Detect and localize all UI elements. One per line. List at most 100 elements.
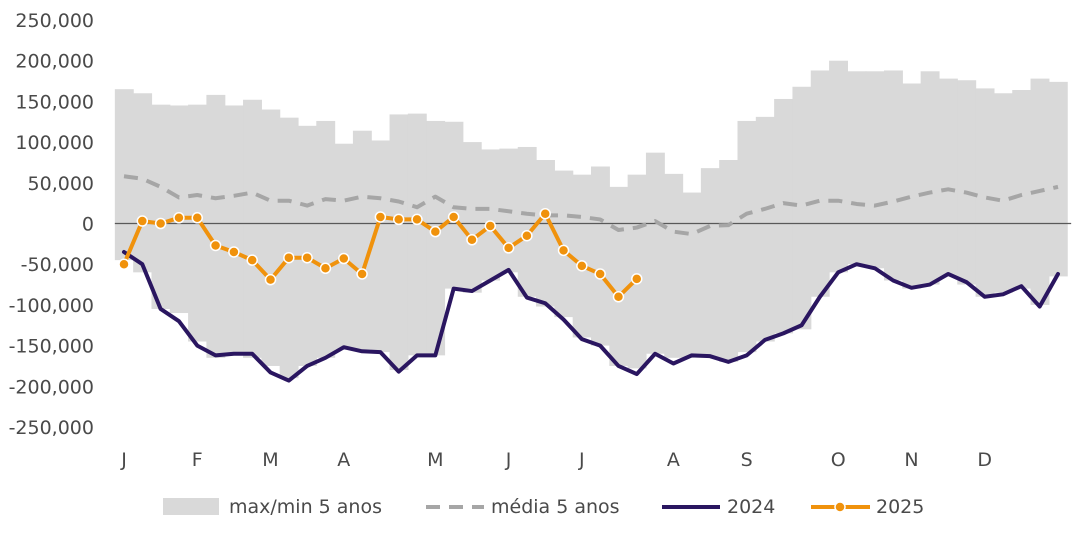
series-2025-point <box>374 211 387 223</box>
x-tick-label: D <box>977 449 992 471</box>
series-2025-point <box>466 234 478 246</box>
band-bar <box>957 80 977 285</box>
band-bar <box>884 70 903 281</box>
series-2025-point <box>319 262 332 275</box>
y-tick-label: 150,000 <box>15 91 94 113</box>
x-tick-label: N <box>904 449 918 471</box>
band-bar <box>572 174 592 338</box>
series-2025-point <box>283 251 295 264</box>
series-average-line <box>123 174 1059 237</box>
band-bar <box>847 71 867 265</box>
band-bar <box>755 116 775 342</box>
band-bar <box>481 149 501 281</box>
band-bar <box>554 170 574 318</box>
band-bar <box>1012 90 1032 289</box>
band-bar <box>719 160 739 362</box>
series-2025-point <box>631 273 643 285</box>
series-2025-point <box>356 268 368 280</box>
average-line-layer <box>123 174 1059 237</box>
series-2024-line <box>122 249 1060 383</box>
series-2025-point <box>209 239 222 252</box>
series-2025-point <box>411 213 423 226</box>
band-bar <box>316 120 336 358</box>
band-bar <box>792 86 812 330</box>
band-bar <box>993 93 1013 293</box>
band-bar <box>810 70 830 297</box>
band-bar <box>224 105 244 354</box>
band-bar <box>664 173 684 358</box>
band-bar <box>389 114 409 371</box>
legend: max/min 5 anos média 5 anos 2024 2025 <box>163 496 924 518</box>
series-2025-point <box>539 207 551 220</box>
band-bar <box>243 99 262 358</box>
band-bar <box>206 94 226 358</box>
x-tick-label: A <box>667 449 680 471</box>
y-tick-label: -200,000 <box>9 376 94 398</box>
series-2025-point <box>338 252 350 265</box>
series-2025-point <box>429 225 442 238</box>
band-bar <box>975 88 995 297</box>
x-tick-label: M <box>427 449 443 471</box>
band-bar <box>591 166 610 346</box>
x-tick-label: O <box>831 449 846 471</box>
series-2025-point <box>301 251 313 264</box>
y-tick-label: 100,000 <box>15 132 94 154</box>
series-2025-point <box>154 217 167 230</box>
y-tick-label: -150,000 <box>9 336 94 358</box>
band-bar <box>297 125 317 366</box>
y-tick-label: 200,000 <box>15 51 94 73</box>
band-bar <box>737 120 757 353</box>
y-tick-label: -100,000 <box>9 295 94 317</box>
series-2024-layer <box>122 249 1060 383</box>
band-bar <box>151 104 171 309</box>
band-bar <box>536 160 555 307</box>
band-bar <box>279 117 299 379</box>
y-tick-label: 50,000 <box>28 173 94 195</box>
series-2025-point <box>521 229 533 242</box>
band-bar <box>938 78 958 277</box>
band-bar <box>829 60 848 273</box>
x-tick-label: M <box>262 449 278 471</box>
legend-label-average: média 5 anos <box>491 496 620 518</box>
x-tick-label: A <box>337 449 350 471</box>
series-2025-point <box>576 260 588 272</box>
legend-label-2024: 2024 <box>727 496 775 518</box>
x-tick-label: S <box>741 449 753 471</box>
band-bar <box>700 168 720 358</box>
band-bar <box>407 113 427 356</box>
series-2025-point <box>484 220 497 232</box>
series-2025-point <box>557 244 570 257</box>
y-tick-label: -50,000 <box>21 254 94 276</box>
band-bar <box>334 143 354 350</box>
band-bar <box>426 120 446 356</box>
band-bar <box>627 174 647 369</box>
band-bar <box>682 192 702 358</box>
series-2025-point <box>264 273 277 286</box>
series-2025-point <box>118 258 130 270</box>
band-bar <box>920 71 940 285</box>
legend-label-2025: 2025 <box>876 496 924 518</box>
x-tick-label: J <box>120 449 127 471</box>
series-2025-point <box>228 246 240 258</box>
x-tick-label: J <box>505 449 512 471</box>
band-bar <box>645 152 665 354</box>
y-tick-label: -250,000 <box>9 417 94 439</box>
y-axis-tick-labels: 250,000 200,000 150,000 100,000 50,000 0 -50,0… <box>9 10 94 439</box>
y-tick-label: 0 <box>82 214 94 236</box>
band-bar <box>1048 81 1068 277</box>
legend-swatch-max-min <box>163 498 219 515</box>
series-2025-layer <box>118 207 643 303</box>
series-2025-point <box>191 212 203 224</box>
band-bar <box>371 140 391 353</box>
series-2025-point <box>246 254 258 266</box>
x-tick-label: F <box>192 449 203 471</box>
band-bar <box>169 105 189 314</box>
band-bar <box>902 83 922 289</box>
series-2025-point <box>594 268 606 280</box>
x-tick-label: J <box>578 449 585 471</box>
band-bar <box>261 109 281 366</box>
series-2025-point <box>392 213 405 226</box>
series-2025-point <box>136 215 149 227</box>
